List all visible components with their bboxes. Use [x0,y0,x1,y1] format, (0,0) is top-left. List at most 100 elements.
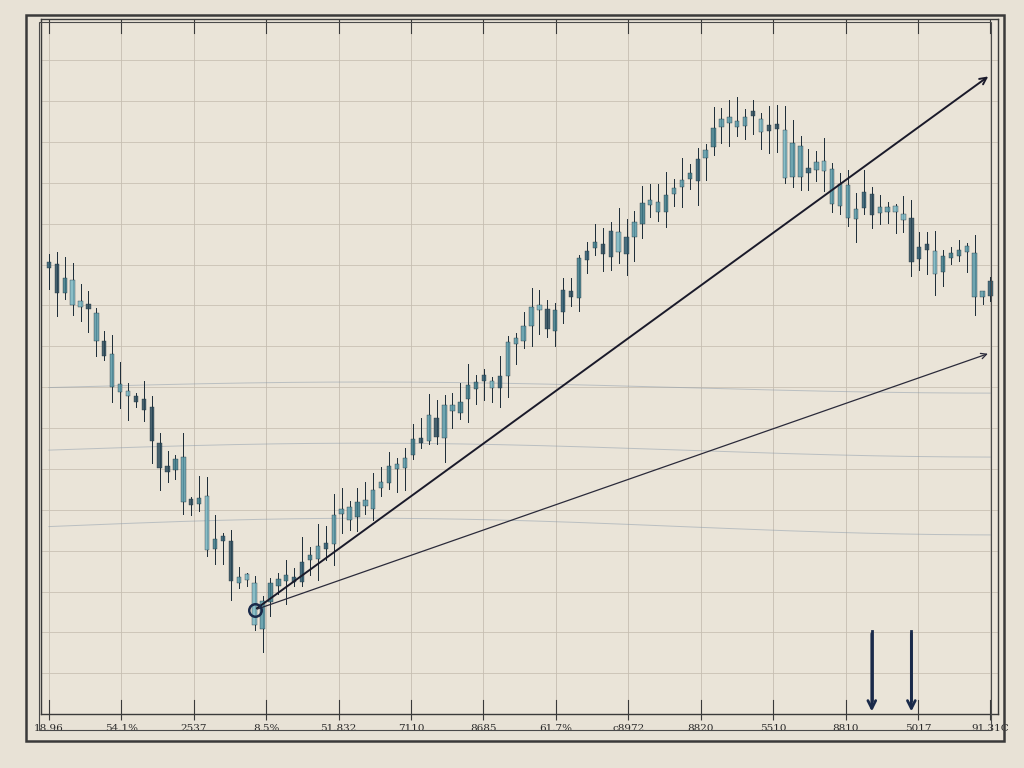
Bar [775,124,779,129]
Bar [782,130,786,178]
Bar [205,496,209,550]
Bar [727,117,731,123]
Bar [419,438,423,443]
Bar [71,280,75,305]
Bar [632,222,637,237]
Bar [735,121,739,127]
Bar [538,305,542,310]
Bar [292,577,296,582]
Bar [695,160,699,181]
Bar [648,200,652,205]
Bar [569,291,573,296]
Bar [664,195,669,213]
Bar [308,554,312,561]
Bar [213,539,217,549]
Bar [181,457,185,502]
Bar [514,339,518,344]
Bar [909,218,913,261]
Bar [245,574,249,580]
Bar [94,313,98,341]
Bar [751,111,756,117]
Bar [315,546,321,559]
Bar [371,490,376,509]
Bar [767,125,771,131]
Bar [276,578,281,586]
Bar [79,301,83,306]
Bar [616,232,621,253]
Bar [656,202,660,211]
Bar [458,402,463,413]
Bar [150,407,154,441]
Bar [141,399,146,410]
Bar [545,309,550,329]
Bar [956,250,961,256]
Bar [237,577,241,583]
Bar [347,507,351,521]
Bar [126,391,130,396]
Bar [387,465,391,483]
Bar [402,458,408,468]
Bar [300,561,304,581]
Bar [799,146,803,177]
Bar [474,382,478,389]
Bar [688,173,692,179]
Bar [941,256,945,273]
Bar [355,502,359,517]
Bar [411,439,415,455]
Bar [506,342,510,376]
Bar [869,194,873,216]
Bar [482,376,486,381]
Bar [712,128,716,147]
Bar [102,341,106,356]
Bar [466,386,470,399]
Bar [680,180,684,187]
Bar [719,119,724,127]
Bar [134,396,138,402]
Bar [640,203,644,223]
Bar [118,384,122,392]
Bar [743,117,748,125]
Bar [814,162,818,170]
Bar [846,185,850,217]
Bar [332,515,336,544]
Bar [925,244,930,250]
Bar [585,251,589,260]
Bar [260,601,264,629]
Bar [973,253,977,296]
Bar [158,443,162,468]
Bar [253,583,257,625]
Bar [86,304,90,310]
Bar [228,541,233,581]
Bar [901,214,905,220]
Bar [197,498,202,504]
Bar [110,354,115,387]
Bar [47,262,51,267]
Bar [886,207,890,213]
Bar [379,482,383,488]
Bar [395,464,399,469]
Bar [703,150,708,157]
Bar [268,584,272,602]
Bar [854,209,858,220]
Bar [284,575,289,581]
Bar [608,231,612,257]
Bar [601,244,605,254]
Bar [489,382,495,388]
Bar [434,418,438,437]
Bar [553,310,557,331]
Bar [561,290,565,312]
Bar [577,258,582,297]
Bar [442,406,446,439]
Bar [593,243,597,248]
Bar [54,264,59,293]
Bar [324,543,328,548]
Bar [221,536,225,541]
Bar [878,207,882,213]
Bar [893,206,898,212]
Bar [625,237,629,254]
Bar [427,415,431,441]
Bar [521,326,525,341]
Bar [988,281,992,296]
Bar [806,168,811,174]
Bar [498,376,502,389]
